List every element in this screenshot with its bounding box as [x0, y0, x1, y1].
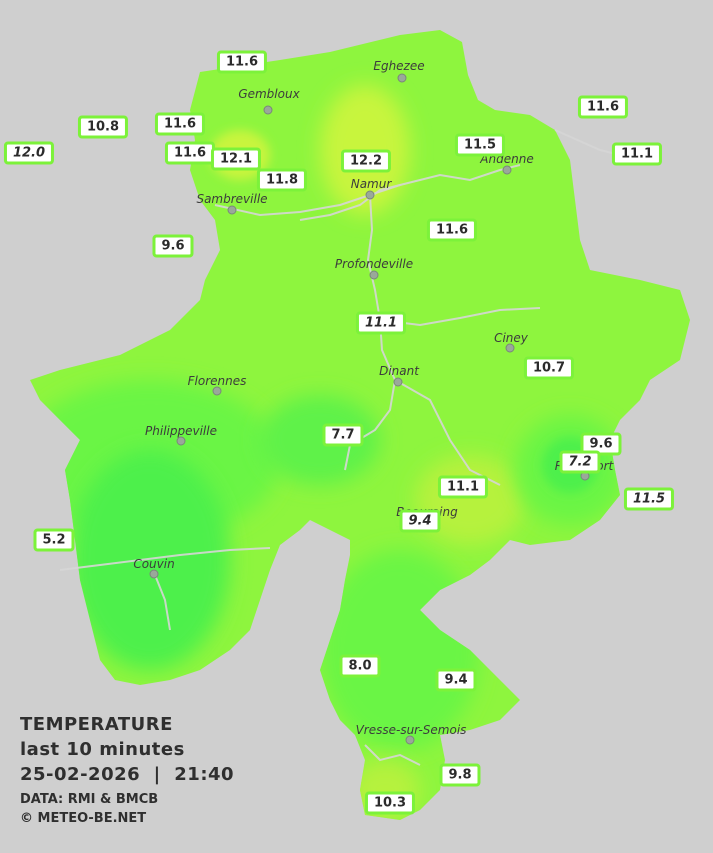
city-label-philippeville: Philippeville: [145, 424, 217, 438]
city-label-couvin: Couvin: [133, 557, 175, 571]
city-dot-dinant: [393, 377, 403, 387]
station-label[interactable]: 12.1: [210, 147, 262, 171]
station-label[interactable]: 11.6: [426, 218, 478, 242]
city-label-eghezee: Eghezee: [373, 59, 425, 73]
map-legend: TEMPERATURE last 10 minutes 25-02-2026 |…: [20, 712, 234, 828]
city-label-sambreville: Sambreville: [196, 192, 268, 206]
city-dot-namur: [365, 190, 375, 200]
city-dot-philippeville: [176, 436, 186, 446]
station-label[interactable]: 11.5: [623, 487, 675, 511]
station-label[interactable]: 7.7: [322, 423, 364, 447]
cool-zone-south: [320, 550, 480, 750]
city-label-ciney: Ciney: [494, 331, 528, 345]
station-label[interactable]: 9.8: [439, 763, 481, 787]
legend-copyright: © METEO-BE.NET: [20, 811, 147, 826]
station-label[interactable]: 8.0: [339, 654, 381, 678]
city-dot-ciney: [505, 343, 515, 353]
station-label[interactable]: 11.5: [454, 133, 506, 157]
station-label[interactable]: 5.2: [33, 528, 75, 552]
station-label[interactable]: 11.1: [437, 475, 489, 499]
station-label[interactable]: 12.2: [340, 149, 392, 173]
city-label-dinant: Dinant: [379, 364, 419, 378]
station-label[interactable]: 7.2: [559, 450, 601, 474]
cool-zone-couvin: [70, 450, 230, 670]
city-dot-andenne: [502, 165, 512, 175]
station-label[interactable]: 11.6: [154, 112, 206, 136]
city-label-namur: Namur: [350, 177, 392, 191]
city-label-florennes: Florennes: [187, 374, 247, 388]
station-label[interactable]: 11.6: [216, 50, 268, 74]
legend-data-source: DATA: RMI & BMCB: [20, 792, 159, 807]
city-label-vresse: Vresse-sur-Semois: [355, 723, 467, 737]
city-dot-vresse: [405, 735, 415, 745]
station-label[interactable]: 11.6: [577, 95, 629, 119]
city-dot-eghezee: [397, 73, 407, 83]
city-dot-couvin: [149, 569, 159, 579]
cool-zone-dinant: [260, 395, 380, 485]
station-label[interactable]: 9.4: [399, 509, 441, 533]
station-label[interactable]: 11.1: [355, 311, 407, 335]
station-label[interactable]: 10.7: [523, 356, 575, 380]
legend-datetime: 25-02-2026 | 21:40: [20, 764, 235, 785]
station-label[interactable]: 11.8: [256, 168, 308, 192]
city-label-gembloux: Gembloux: [238, 87, 300, 101]
city-dot-gembloux: [263, 105, 273, 115]
station-label[interactable]: 9.4: [435, 668, 477, 692]
station-label[interactable]: 10.3: [364, 791, 416, 815]
station-label[interactable]: 9.6: [152, 234, 194, 258]
legend-subtitle: last 10 minutes: [20, 739, 185, 760]
city-dot-profondeville: [369, 270, 379, 280]
city-label-profondeville: Profondeville: [334, 257, 414, 271]
station-label[interactable]: 10.8: [77, 115, 129, 139]
city-dot-sambreville: [227, 205, 237, 215]
station-label[interactable]: 11.1: [611, 142, 663, 166]
city-dot-florennes: [212, 386, 222, 396]
legend-title: TEMPERATURE: [20, 714, 173, 735]
station-label[interactable]: 11.6: [164, 141, 216, 165]
station-label[interactable]: 9.6: [580, 432, 622, 456]
station-label[interactable]: 12.0: [3, 141, 55, 165]
